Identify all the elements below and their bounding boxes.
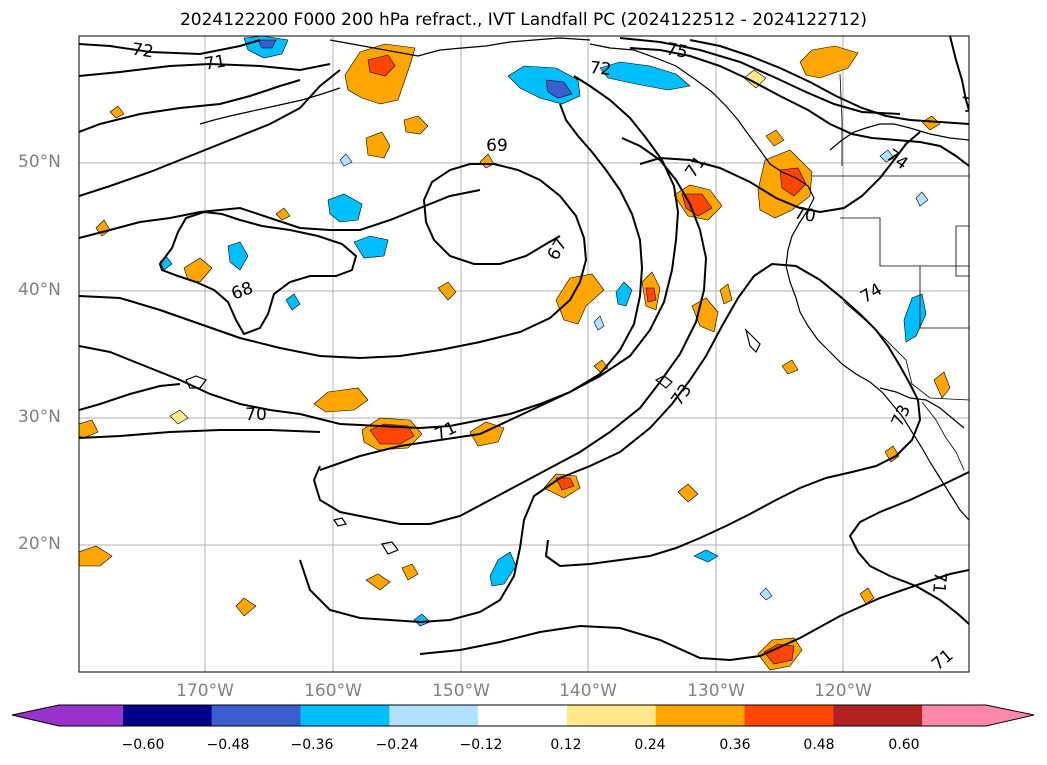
contour-label: 70 <box>792 203 817 226</box>
longitude-label: 150°W <box>432 681 490 701</box>
colorbar-tick-label: −0.48 <box>206 737 250 753</box>
contour-label: 75 <box>664 39 689 62</box>
colorbar-tick-label: −0.36 <box>290 737 334 753</box>
plot-frame <box>78 35 970 673</box>
longitude-label: 160°W <box>304 681 362 701</box>
colorbar-segment <box>122 705 213 726</box>
colorbar-tick-label: −0.12 <box>459 737 503 753</box>
coastlines <box>185 37 969 555</box>
colorbar-tick-label: 0.60 <box>888 737 920 753</box>
colorbar-tick-label: 0.48 <box>803 737 835 753</box>
colorbar-segment <box>833 705 923 726</box>
colorbar-segment <box>655 705 746 726</box>
positive-anomaly-regions <box>79 43 951 671</box>
latitude-label: 20°N <box>18 534 61 554</box>
contour-label: 72 <box>589 58 613 80</box>
colorbar-segment <box>744 705 834 726</box>
colorbar-segments <box>12 705 1034 726</box>
colorbar-segment <box>211 705 301 726</box>
longitude-label: 170°W <box>176 681 234 701</box>
longitude-label: 130°W <box>687 681 745 701</box>
colorbar-segment <box>566 705 657 726</box>
colorbar-tick-label: −0.24 <box>375 737 419 753</box>
map-title: 2024122200 F000 200 hPa refract., IVT La… <box>179 10 867 30</box>
colorbar-tick-label: −0.60 <box>121 737 165 753</box>
colorbar-tick-label: 0.24 <box>634 737 666 753</box>
contour-label: 71 <box>203 51 228 74</box>
contour-label: 74 <box>957 91 980 116</box>
longitude-label: 140°W <box>559 681 617 701</box>
colorbar-tick-label: 0.12 <box>550 737 582 753</box>
contour-label: 72 <box>131 40 155 63</box>
contour-label: 69 <box>486 136 508 156</box>
colorbar-segment <box>300 705 390 726</box>
refractivity-contours <box>79 36 969 662</box>
latitude-label: 40°N <box>18 280 61 300</box>
colorbar-segment <box>478 705 568 726</box>
latitude-label: 30°N <box>18 407 61 427</box>
contour-label: 70 <box>245 405 267 425</box>
latitude-label: 50°N <box>18 152 61 172</box>
graticule <box>79 36 969 672</box>
colorbar-outline <box>11 704 1035 727</box>
political-borders <box>812 73 969 471</box>
contour-label: 71 <box>928 571 950 594</box>
colorbar-segment <box>389 705 479 726</box>
colorbar-tick-label: 0.36 <box>719 737 751 753</box>
colorbar-extend-high <box>922 705 1034 726</box>
colorbar-extend-low <box>12 705 123 726</box>
longitude-label: 120°W <box>814 681 872 701</box>
